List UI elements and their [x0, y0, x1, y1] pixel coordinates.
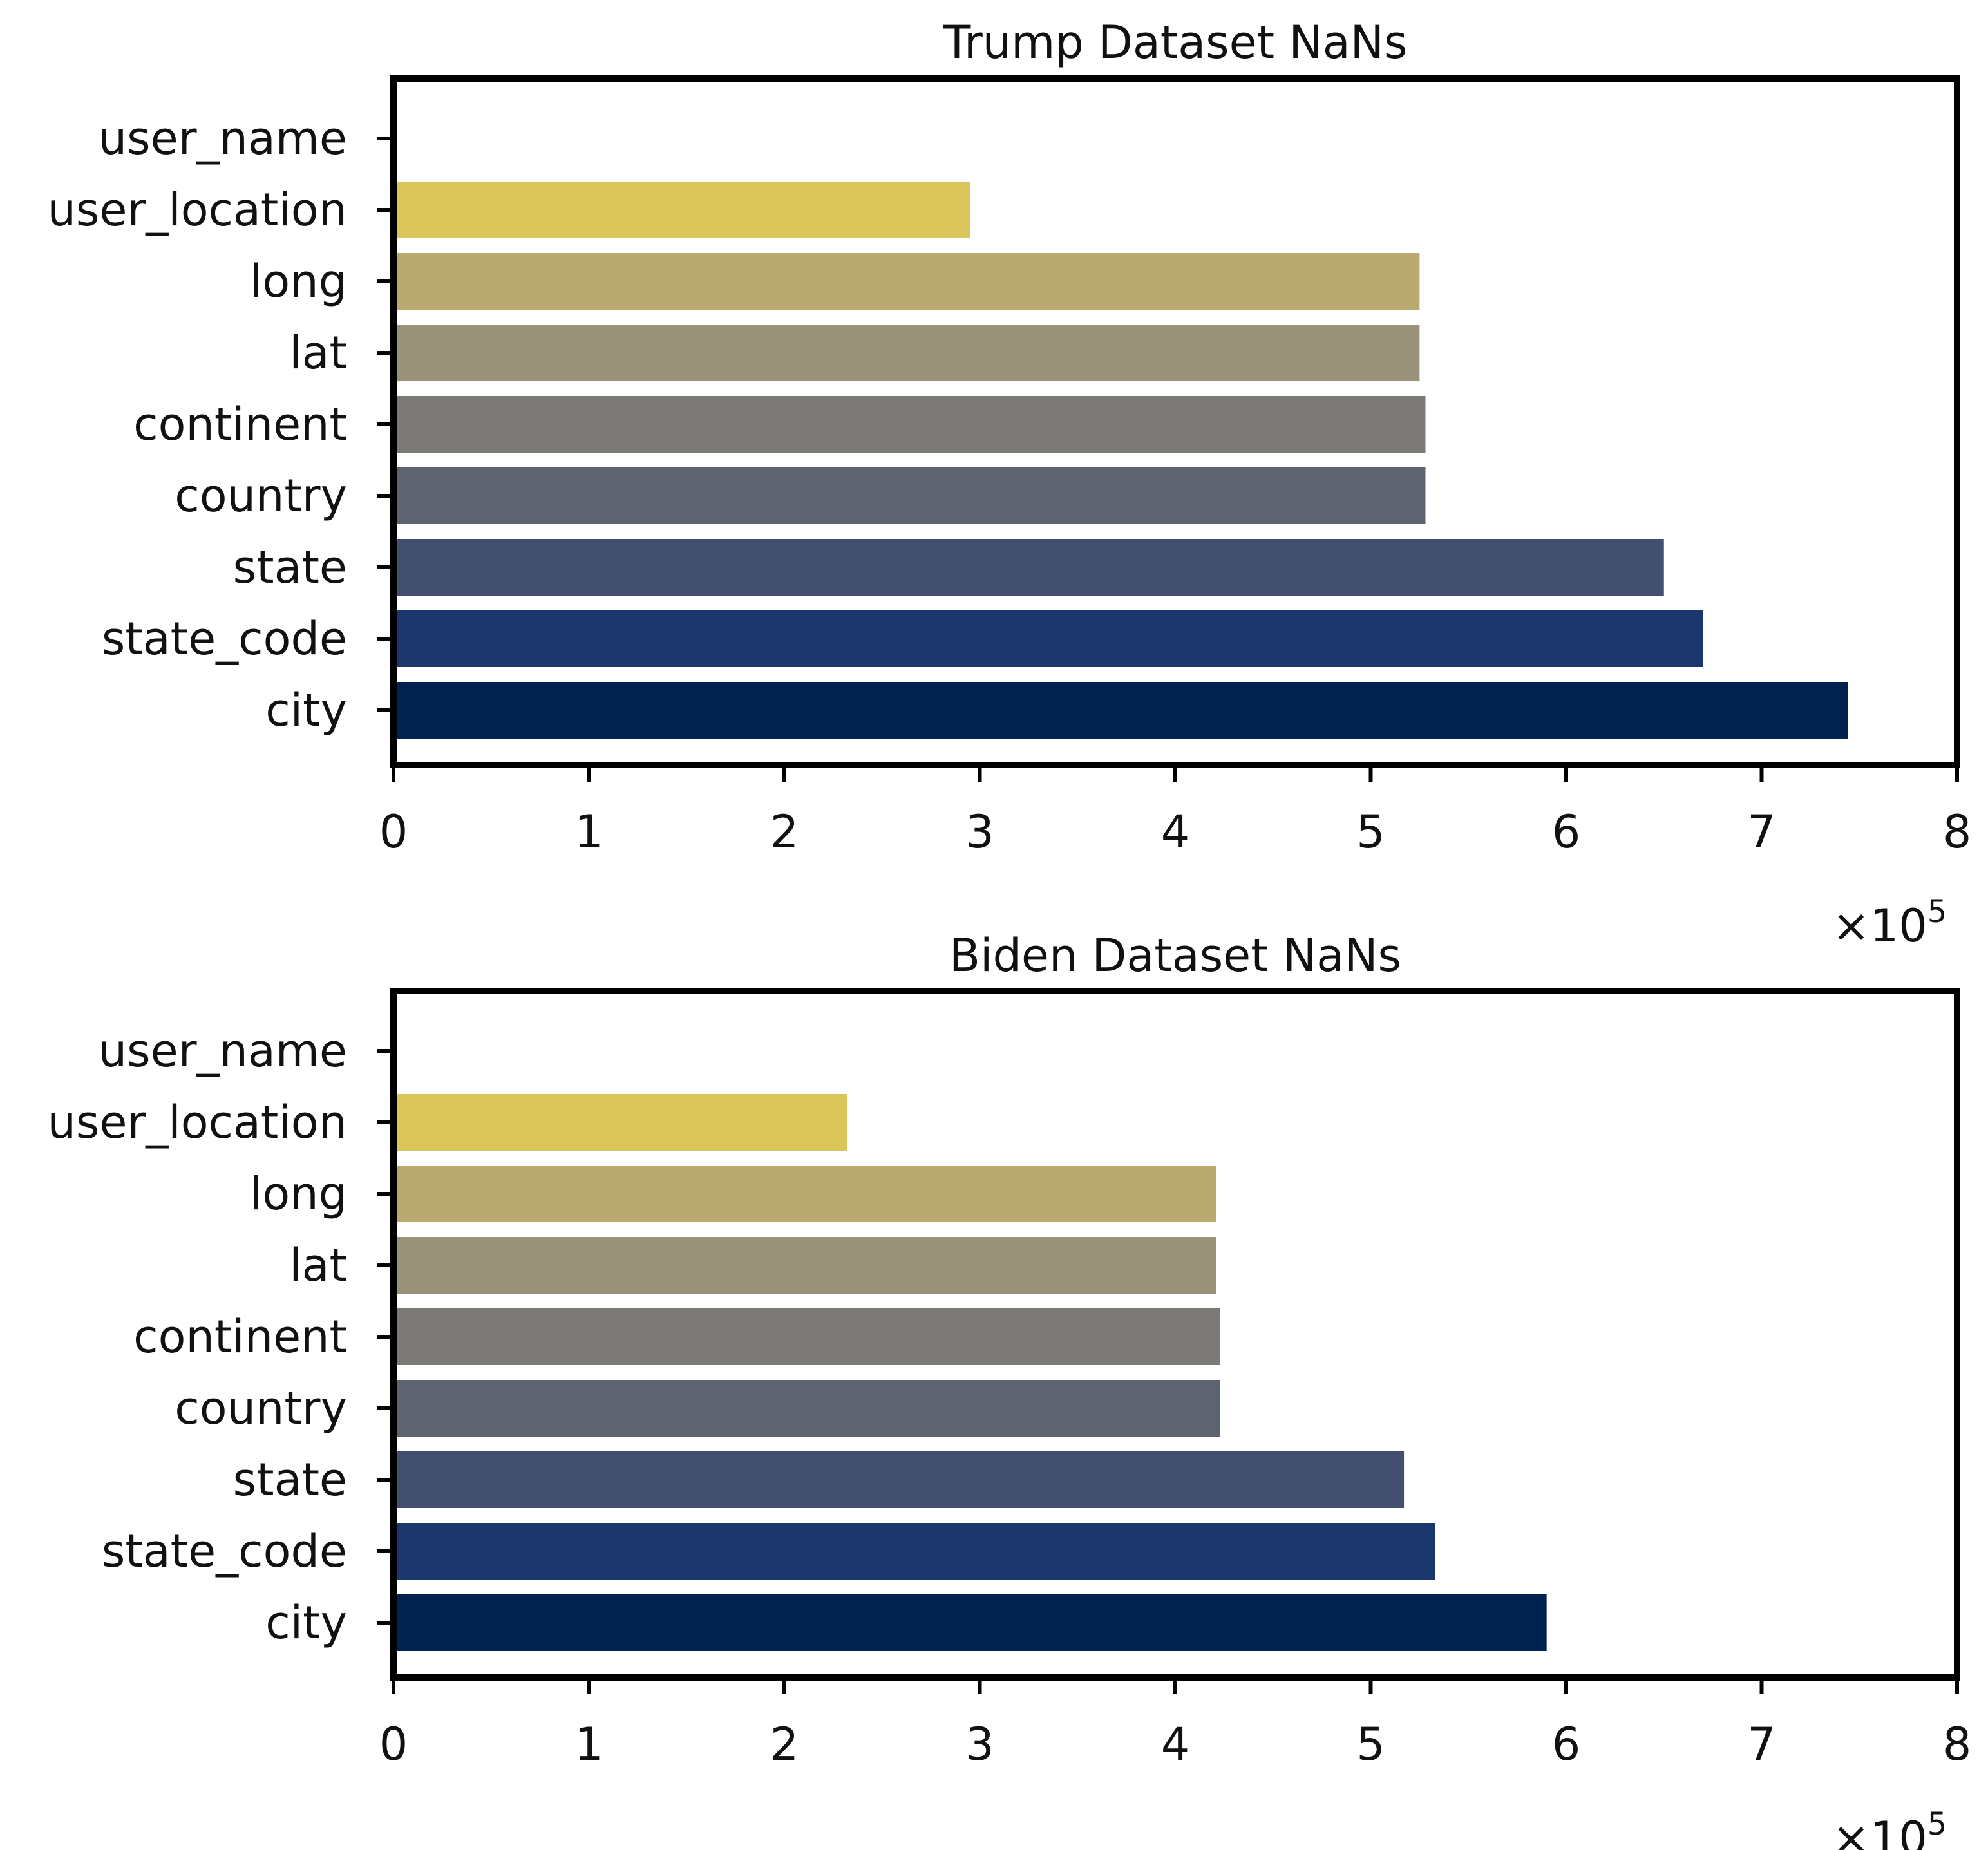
biden-ytick-label: user_name [99, 1024, 347, 1077]
biden-xtick-label: 0 [379, 1718, 408, 1771]
trump-bar-long [393, 253, 1420, 310]
trump-xtick-label: 5 [1356, 806, 1385, 858]
biden-bar-state_code [393, 1523, 1435, 1580]
biden-xtick-label: 2 [770, 1718, 799, 1771]
trump-xtick-label: 1 [574, 806, 603, 858]
trump-ytick-label: city [265, 684, 347, 737]
trump-xtick-label: 7 [1747, 806, 1776, 858]
biden-xtick-label: 5 [1356, 1718, 1385, 1771]
trump-ytick-label: state [233, 541, 347, 594]
biden-x-multiplier: ×105 [1832, 1806, 1947, 1850]
trump-ytick-label: user_location [48, 184, 347, 236]
trump-x-multiplier: ×105 [1832, 894, 1947, 952]
biden-plot-frame [390, 988, 1960, 1681]
trump-bar-country [393, 467, 1426, 524]
biden-bar-lat [393, 1237, 1216, 1294]
trump-chart-title: Trump Dataset NaNs [943, 16, 1408, 69]
trump-bar-state [393, 539, 1664, 596]
biden-bar-continent [393, 1308, 1220, 1365]
biden-chart-title: Biden Dataset NaNs [949, 929, 1401, 982]
trump-ytick-label: country [175, 469, 347, 522]
biden-xtick-label: 3 [965, 1718, 994, 1771]
trump-ytick-label: lat [289, 326, 347, 379]
trump-xtick-label: 6 [1552, 806, 1581, 858]
biden-bars [393, 1094, 1547, 1651]
trump-x-axis: 0 1 2 3 4 5 6 7 8 [379, 766, 1972, 858]
trump-bar-user_location [393, 182, 970, 238]
biden-xtick-label: 8 [1943, 1718, 1972, 1771]
trump-ytick-label: user_name [99, 112, 347, 165]
trump-xtick-label: 8 [1943, 806, 1972, 858]
biden-bar-state [393, 1451, 1405, 1508]
biden-ytick-label: state [233, 1453, 347, 1506]
biden-bar-user_location [393, 1094, 847, 1151]
biden-bar-city [393, 1594, 1547, 1651]
biden-xtick-label: 6 [1552, 1718, 1581, 1771]
trump-bar-state_code [393, 610, 1703, 667]
biden-bar-country [393, 1380, 1220, 1437]
biden-xtick-label: 7 [1747, 1718, 1776, 1771]
biden-ytick-label: city [265, 1596, 347, 1649]
trump-bar-lat [393, 325, 1420, 381]
trump-xtick-label: 2 [770, 806, 799, 858]
trump-bar-continent [393, 396, 1426, 453]
trump-xtick-label: 0 [379, 806, 408, 858]
biden-x-axis: 0 1 2 3 4 5 6 7 8 [379, 1679, 1972, 1771]
trump-xtick-label: 3 [965, 806, 994, 858]
trump-ytick-label: long [250, 255, 347, 308]
trump-bars [393, 182, 1848, 739]
biden-ytick-label: long [250, 1167, 347, 1220]
trump-ytick-label: continent [133, 398, 347, 451]
biden-xtick-label: 1 [574, 1718, 603, 1771]
biden-ytick-label: country [175, 1382, 347, 1435]
biden-chart: Biden Dataset NaNs user_name user_locatio… [48, 929, 1972, 1850]
biden-ytick-label: user_location [48, 1096, 347, 1149]
trump-xtick-label: 4 [1161, 806, 1190, 858]
trump-bar-city [393, 682, 1848, 739]
biden-bar-long [393, 1166, 1216, 1222]
biden-ytick-label: lat [289, 1239, 347, 1292]
trump-chart: Trump Dataset NaNs user_name user_locatio… [48, 16, 1972, 952]
biden-ytick-label: state_code [102, 1525, 347, 1578]
trump-ytick-label: state_code [102, 612, 347, 665]
trump-plot-frame [390, 75, 1960, 768]
biden-xtick-label: 4 [1161, 1718, 1190, 1771]
biden-ytick-label: continent [133, 1310, 347, 1363]
